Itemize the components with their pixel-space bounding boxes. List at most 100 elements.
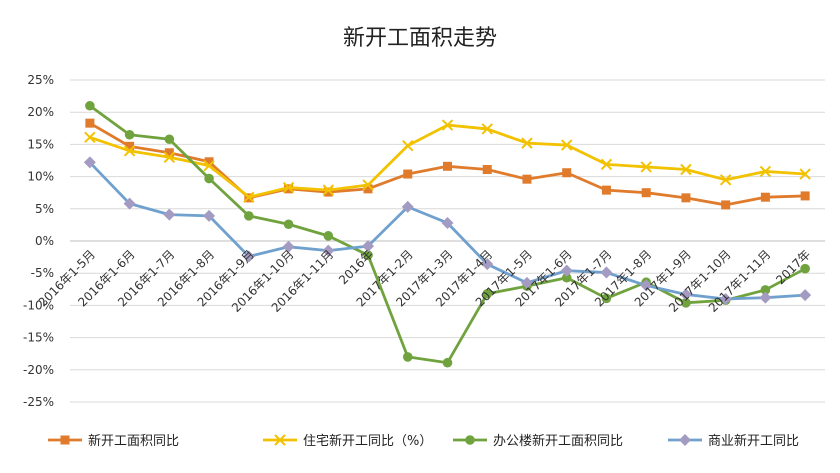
- y-tick-label: 25%: [27, 73, 54, 87]
- data-point: [274, 434, 286, 446]
- data-point: [322, 184, 334, 196]
- data-point: [203, 159, 215, 172]
- data-point: [362, 240, 375, 253]
- data-point: [521, 137, 533, 149]
- data-point: [522, 174, 532, 184]
- data-point: [719, 174, 732, 186]
- data-point: [322, 244, 335, 257]
- legend-item: 新开工面积同比: [48, 433, 179, 449]
- data-point: [520, 276, 533, 289]
- y-tick-label: 15%: [27, 137, 54, 151]
- data-point: [601, 293, 612, 304]
- data-point: [441, 119, 454, 131]
- data-point: [283, 219, 294, 230]
- data-point: [163, 208, 176, 221]
- legend-label: 新开工面积同比: [88, 433, 179, 449]
- data-point: [60, 435, 70, 445]
- data-point: [641, 188, 651, 198]
- data-point: [482, 165, 492, 175]
- data-point: [481, 123, 493, 135]
- series-layer: [83, 100, 812, 368]
- data-point: [681, 193, 691, 203]
- y-tick-label: -20%: [23, 363, 54, 377]
- gridlines: [70, 79, 825, 403]
- y-tick-label: 5%: [35, 202, 54, 216]
- y-tick-label: -15%: [23, 331, 54, 345]
- legend-item: 办公楼新开工面积同比: [453, 433, 623, 449]
- data-point: [600, 266, 613, 279]
- data-point: [561, 139, 573, 151]
- data-point: [203, 209, 216, 222]
- data-point: [323, 231, 334, 241]
- legend-label: 住宅新开工同比（%）: [303, 433, 432, 449]
- y-tick-label: -5%: [31, 266, 54, 280]
- data-point: [282, 240, 295, 253]
- data-point: [561, 272, 572, 283]
- data-point: [799, 168, 811, 180]
- y-tick-label: 10%: [27, 170, 54, 184]
- data-point: [800, 263, 810, 274]
- data-point: [760, 192, 770, 202]
- data-point: [402, 139, 414, 152]
- data-point: [323, 187, 333, 197]
- data-point: [601, 185, 611, 195]
- data-point: [85, 118, 95, 128]
- series-4: [83, 156, 812, 305]
- data-point: [83, 156, 96, 169]
- y-tick-label: 0%: [35, 234, 54, 248]
- data-point: [679, 288, 692, 301]
- data-point: [123, 197, 136, 210]
- data-point: [482, 289, 493, 299]
- data-point: [759, 291, 772, 304]
- data-point: [204, 157, 214, 167]
- data-point: [560, 264, 573, 277]
- data-point: [401, 200, 414, 213]
- data-point: [84, 131, 96, 144]
- data-point: [124, 129, 135, 140]
- data-point: [481, 258, 494, 271]
- y-axis-ticks: -25% -20% -15% -10% -5% 0% 5% 10% 15% 20% 25%: [23, 73, 54, 409]
- data-point: [679, 434, 691, 446]
- data-point: [204, 173, 214, 184]
- data-point: [719, 292, 732, 305]
- legend-item: 商业新开工同比: [668, 433, 799, 449]
- data-point: [800, 191, 810, 201]
- data-point: [164, 148, 174, 158]
- data-point: [402, 352, 413, 362]
- legend-item: 住宅新开工同比（%）: [263, 433, 432, 449]
- data-point: [442, 357, 453, 368]
- chart-title: 新开工面积走势: [343, 26, 497, 51]
- data-point: [164, 134, 175, 145]
- data-point: [403, 169, 413, 179]
- data-point: [363, 184, 373, 194]
- data-point: [721, 200, 731, 210]
- data-point: [465, 435, 475, 445]
- data-point: [243, 191, 255, 203]
- data-point: [244, 211, 254, 221]
- data-point: [363, 250, 373, 260]
- data-point: [600, 158, 613, 171]
- data-point: [123, 145, 136, 157]
- data-point: [163, 151, 176, 163]
- data-point: [125, 141, 135, 151]
- legend-label: 商业新开工同比: [708, 433, 799, 449]
- data-point: [441, 216, 454, 229]
- series-3: [85, 100, 810, 368]
- series-1: [85, 118, 810, 210]
- y-tick-label: 20%: [27, 105, 54, 119]
- data-point: [85, 100, 95, 111]
- legend-label: 办公楼新开工面积同比: [493, 433, 623, 449]
- data-point: [362, 179, 374, 191]
- data-point: [681, 298, 691, 308]
- series-2: [84, 119, 811, 203]
- y-tick-label: -25%: [23, 395, 54, 409]
- data-point: [640, 279, 653, 292]
- data-point: [282, 181, 295, 194]
- data-point: [242, 250, 255, 263]
- data-point: [562, 168, 572, 178]
- data-point: [680, 163, 692, 176]
- data-point: [799, 289, 812, 302]
- data-point: [759, 165, 772, 178]
